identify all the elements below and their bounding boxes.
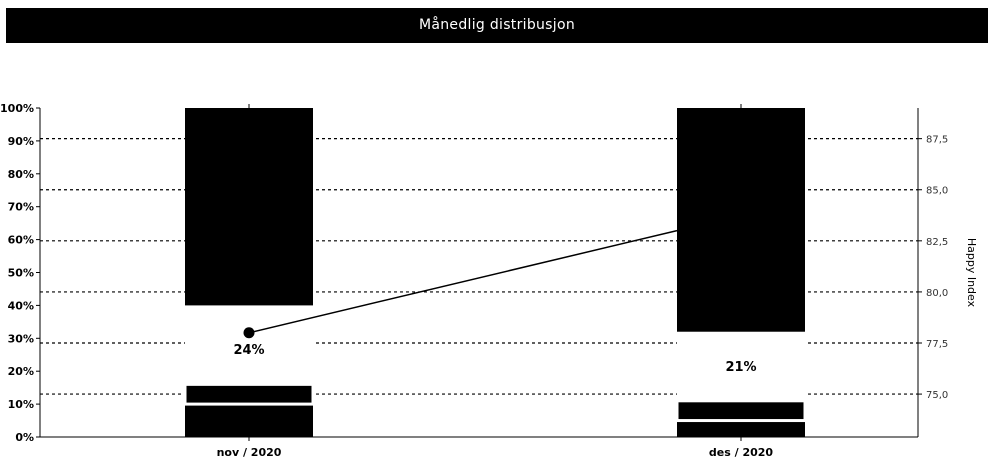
left-tick-label: 90% (8, 135, 34, 148)
left-tick-label: 30% (8, 332, 34, 345)
data-label: 24% (233, 343, 264, 358)
right-tick-label: 80,0 (926, 288, 948, 299)
category-label: nov / 2020 (217, 446, 282, 459)
bar-segment (677, 331, 805, 401)
left-tick-label: 100% (0, 102, 34, 115)
bar-segment (185, 305, 313, 385)
left-tick-label: 10% (8, 398, 34, 411)
left-tick-label: 70% (8, 201, 34, 214)
left-tick-label: 0% (15, 431, 34, 444)
left-tick-label: 80% (8, 168, 34, 181)
bar-segment (183, 382, 315, 406)
bar-segment (185, 404, 313, 437)
right-axis-title: Happy Index (965, 238, 978, 308)
right-tick-label: 87,5 (926, 135, 948, 146)
left-tick-label: 60% (8, 234, 34, 247)
left-tick-label: 50% (8, 267, 34, 280)
bar-segment (675, 399, 807, 423)
right-tick-label: 85,0 (926, 186, 948, 197)
category-label: des / 2020 (709, 446, 774, 459)
bar-segment (677, 420, 805, 437)
right-tick-label: 82,5 (926, 237, 948, 248)
right-tick-label: 77,5 (926, 339, 948, 350)
happy-index-marker (243, 327, 255, 339)
right-tick-label: 75,0 (926, 390, 948, 401)
bar-segment (185, 108, 313, 306)
chart-title: Månedlig distribusjon (6, 8, 988, 43)
data-label: 21% (725, 360, 756, 375)
bar-segment (677, 108, 805, 332)
left-tick-label: 40% (8, 299, 34, 312)
happy-index-line (248, 229, 678, 334)
left-tick-label: 20% (8, 365, 34, 378)
